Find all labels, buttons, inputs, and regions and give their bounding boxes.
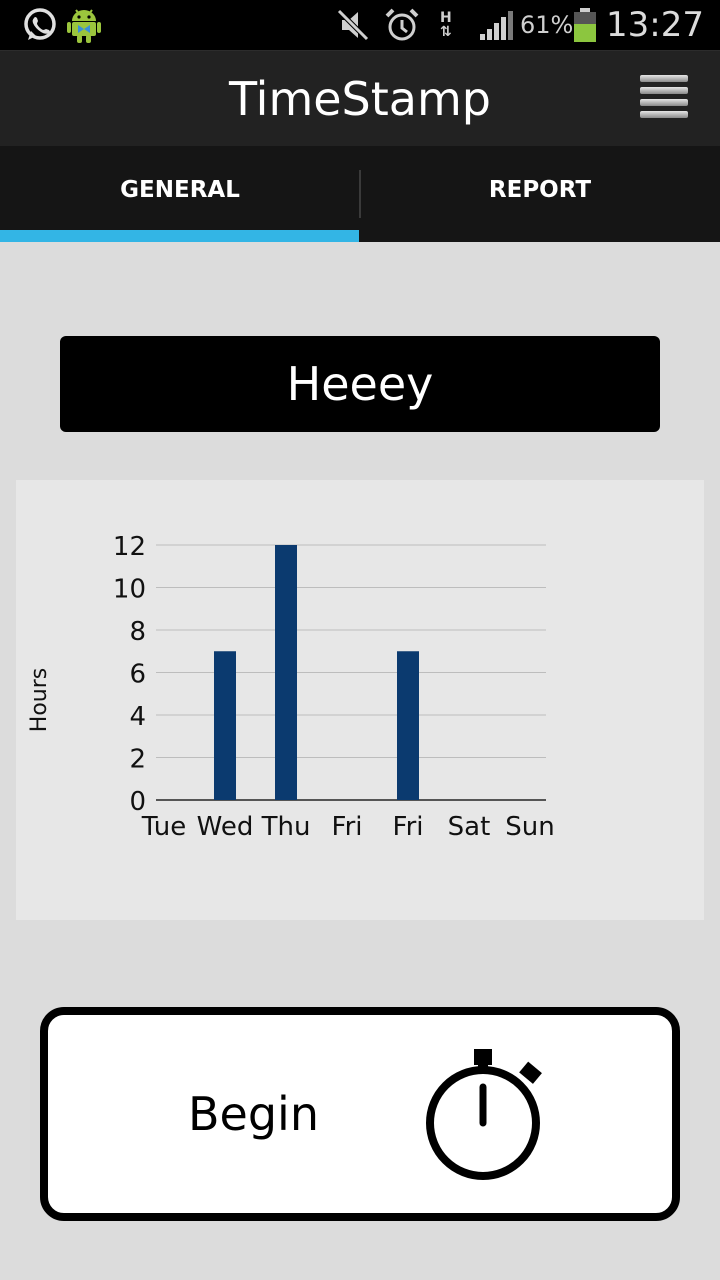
- y-tick-label: 4: [129, 702, 146, 732]
- tab-selected-indicator: [0, 230, 359, 242]
- clock: 13:27: [606, 5, 704, 45]
- x-tick-label: Sun: [505, 812, 554, 842]
- status-bar: H ⇅ 61% 13:27: [0, 0, 720, 50]
- y-tick-label: 8: [129, 617, 146, 647]
- tab-general-label: GENERAL: [120, 177, 240, 203]
- menu-bar: [640, 99, 688, 106]
- whatsapp-icon: [22, 0, 58, 50]
- chart-bar: [214, 651, 236, 800]
- y-tick-label: 6: [129, 660, 146, 690]
- signal-icon: [478, 0, 516, 50]
- tab-bar: GENERAL REPORT: [0, 146, 720, 242]
- tab-report[interactable]: REPORT: [360, 146, 720, 242]
- android-icon: [66, 0, 102, 50]
- battery-percent: 61%: [520, 11, 574, 39]
- network-type-label: H: [440, 10, 452, 26]
- x-tick-label: Fri: [393, 812, 424, 842]
- alarm-icon: [384, 0, 420, 50]
- hspa-icon: H ⇅: [440, 0, 452, 50]
- y-tick-label: 12: [113, 532, 146, 562]
- y-tick-label: 0: [129, 787, 146, 817]
- tab-report-label: REPORT: [488, 177, 592, 203]
- data-arrows-icon: ⇅: [440, 24, 452, 40]
- x-tick-label: Wed: [197, 812, 254, 842]
- x-tick-label: Sat: [448, 812, 491, 842]
- chart-bar: [275, 545, 297, 800]
- stopwatch-icon: [426, 1049, 542, 1180]
- tab-divider: [359, 170, 361, 218]
- x-tick-label: Fri: [332, 812, 363, 842]
- battery-icon: [572, 0, 598, 50]
- y-axis-label: Hours: [27, 668, 52, 732]
- menu-bar: [640, 75, 688, 82]
- y-tick-label: 2: [129, 745, 146, 775]
- chart-svg: 0 2 4 6 8 10 12 Tue Wed Thu Fri Fri Sat Sun Hours: [27, 532, 555, 842]
- mute-icon: [336, 0, 370, 50]
- begin-button[interactable]: Begin: [40, 1007, 680, 1221]
- x-tick-label: Thu: [261, 812, 311, 842]
- menu-bar: [640, 87, 688, 94]
- hours-chart: 0 2 4 6 8 10 12 Tue Wed Thu Fri Fri Sat Sun Hours: [16, 480, 704, 920]
- app-title: TimeStamp: [228, 72, 491, 126]
- tab-general[interactable]: GENERAL: [0, 146, 360, 242]
- action-bar: TimeStamp: [0, 50, 720, 147]
- menu-icon[interactable]: [638, 73, 690, 125]
- chart-bar: [397, 651, 419, 800]
- message-banner: Heeey: [60, 336, 660, 432]
- begin-label: Begin: [188, 1087, 319, 1141]
- y-tick-label: 10: [113, 575, 146, 605]
- menu-bar: [640, 111, 688, 118]
- x-tick-label: Tue: [141, 812, 186, 842]
